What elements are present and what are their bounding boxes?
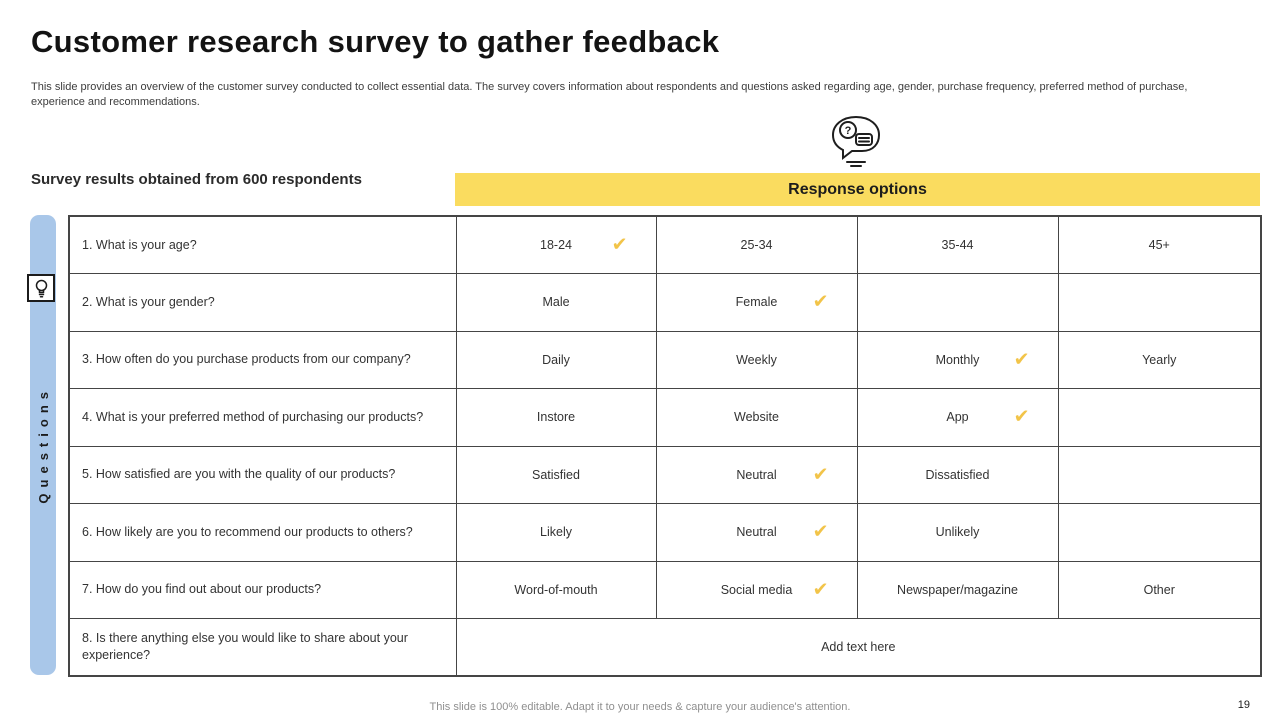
question-cell: 2. What is your gender?	[68, 273, 457, 332]
option-cell: App ✔	[856, 388, 1059, 447]
option-cell: Newspaper/magazine✔	[856, 560, 1059, 619]
option-cell: ✔	[856, 273, 1059, 332]
option-label: Social media	[720, 582, 793, 597]
option-label: 35-44	[941, 238, 974, 252]
option-label: Satisfied	[532, 467, 580, 482]
table-row: 6. How likely are you to recommend our p…	[68, 503, 1262, 562]
response-options-header: Response options	[455, 173, 1260, 206]
question-cell: 4. What is your preferred method of purc…	[68, 388, 457, 447]
question-cell: 1. What is your age?	[68, 215, 457, 274]
option-cell: Neutral ✔	[655, 503, 858, 562]
option-cell: 35-44✔	[856, 215, 1059, 274]
option-label: Neutral	[736, 467, 777, 482]
option-cell: 45+✔	[1057, 215, 1262, 274]
feedback-chat-icon: ?	[826, 114, 886, 168]
option-cell: Satisfied✔	[455, 445, 657, 504]
option-label: Weekly	[736, 352, 777, 367]
option-label: Instore	[536, 410, 576, 425]
option-label: Newspaper/magazine	[897, 582, 1018, 597]
option-cell: ✔	[1057, 273, 1262, 332]
slide-description: This slide provides an overview of the c…	[31, 81, 1188, 108]
option-cell: Social media ✔	[655, 560, 858, 619]
option-label: 18-24	[540, 238, 572, 252]
check-icon: ✔	[812, 579, 829, 601]
table-row: 2. What is your gender? Male✔ Female✔ ✔ …	[68, 273, 1262, 332]
option-label: Likely	[540, 525, 572, 540]
option-cell: Yearly✔	[1057, 330, 1262, 389]
option-label: Unlikely	[935, 525, 980, 540]
option-label: Other	[1143, 582, 1175, 597]
check-icon: ✔	[1013, 349, 1030, 371]
option-cell: ✔	[1057, 388, 1262, 447]
check-icon: ✔	[812, 291, 829, 313]
check-icon: ✔	[611, 234, 628, 256]
check-icon: ✔	[812, 464, 829, 486]
option-label: Neutral	[736, 525, 777, 540]
option-label: Daily	[542, 352, 570, 367]
table-row: 8. Is there anything else you would like…	[68, 618, 1262, 677]
option-label: Word-of-mouth	[514, 582, 598, 597]
option-label: Male	[542, 295, 570, 310]
option-label: Female	[735, 295, 778, 310]
table-row: 4. What is your preferred method of purc…	[68, 388, 1262, 447]
option-cell: Other✔	[1057, 560, 1262, 619]
option-label: Yearly	[1142, 352, 1177, 367]
option-label: App	[946, 410, 969, 425]
option-cell: 25-34✔	[655, 215, 858, 274]
option-cell: Unlikely✔	[856, 503, 1059, 562]
option-cell: ✔	[1057, 503, 1262, 562]
option-cell: Word-of-mouth✔	[455, 560, 657, 619]
option-label: Dissatisfied	[925, 467, 990, 482]
option-cell: Female ✔	[655, 273, 858, 332]
footer-note: This slide is 100% editable. Adapt it to…	[429, 701, 851, 713]
option-cell: Daily✔	[455, 330, 657, 389]
add-text-placeholder[interactable]: Add text here	[455, 618, 1262, 677]
option-label: Monthly	[935, 352, 980, 367]
option-cell: Weekly✔	[655, 330, 858, 389]
question-cell: 3. How often do you purchase products fr…	[68, 330, 457, 389]
svg-text:?: ?	[845, 125, 852, 137]
option-cell: Instore✔	[455, 388, 657, 447]
option-label: Website	[734, 410, 779, 425]
question-cell: 8. Is there anything else you would like…	[68, 618, 457, 677]
option-cell: ✔	[1057, 445, 1262, 504]
question-cell: 6. How likely are you to recommend our p…	[68, 503, 457, 562]
option-cell: Website✔	[655, 388, 858, 447]
option-cell: Male✔	[455, 273, 657, 332]
survey-subtitle: Survey results obtained from 600 respond…	[31, 171, 362, 188]
survey-table: 1. What is your age? 18-24✔ 25-34✔ 35-44…	[68, 215, 1262, 677]
question-cell: 5. How satisfied are you with the qualit…	[68, 445, 457, 504]
page-number: 19	[1237, 699, 1250, 711]
option-cell: Dissatisfied✔	[856, 445, 1059, 504]
check-icon: ✔	[1013, 406, 1030, 428]
option-cell: Neutral ✔	[655, 445, 858, 504]
option-cell: 18-24 ✔	[455, 215, 657, 274]
table-row: 1. What is your age? 18-24 ✔ 25-34✔ 35-44…	[68, 215, 1262, 274]
option-cell: Likely✔	[455, 503, 657, 562]
slide-title: Customer research survey to gather feedb…	[31, 24, 720, 59]
lightbulb-icon	[27, 274, 55, 302]
option-cell: Monthly ✔	[856, 330, 1059, 389]
table-row: 3. How often do you purchase products fr…	[68, 330, 1262, 389]
table-row: 5. How satisfied are you with the qualit…	[68, 445, 1262, 504]
check-icon: ✔	[812, 521, 829, 543]
option-label: 45+	[1148, 238, 1170, 252]
questions-label: Questions	[35, 386, 51, 504]
table-row: 7. How do you find out about our product…	[68, 560, 1262, 619]
option-label: 25-34	[740, 238, 773, 252]
question-cell: 7. How do you find out about our product…	[68, 560, 457, 619]
